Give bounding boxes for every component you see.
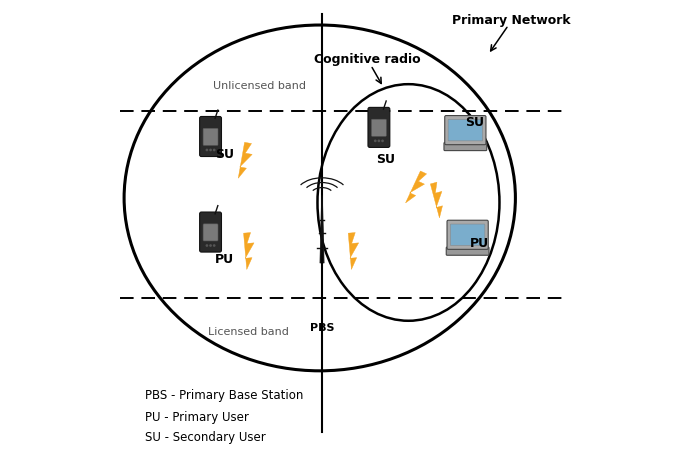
Circle shape bbox=[206, 244, 208, 247]
FancyBboxPatch shape bbox=[445, 116, 486, 145]
FancyBboxPatch shape bbox=[448, 119, 483, 141]
Polygon shape bbox=[348, 233, 359, 269]
Text: PBS - Primary Base Station: PBS - Primary Base Station bbox=[145, 389, 303, 402]
FancyBboxPatch shape bbox=[368, 107, 390, 147]
Text: PBS: PBS bbox=[310, 323, 334, 333]
FancyBboxPatch shape bbox=[199, 212, 221, 252]
Circle shape bbox=[206, 149, 208, 152]
FancyBboxPatch shape bbox=[203, 224, 218, 241]
Text: SU: SU bbox=[465, 116, 484, 129]
Polygon shape bbox=[244, 233, 254, 269]
Polygon shape bbox=[320, 195, 324, 263]
Circle shape bbox=[374, 140, 377, 142]
Text: SU - Secondary User: SU - Secondary User bbox=[145, 431, 265, 444]
Polygon shape bbox=[406, 171, 427, 203]
FancyBboxPatch shape bbox=[203, 128, 218, 146]
FancyBboxPatch shape bbox=[446, 247, 489, 255]
Circle shape bbox=[209, 244, 212, 247]
Text: PU - Primary User: PU - Primary User bbox=[145, 411, 249, 424]
Circle shape bbox=[377, 140, 380, 142]
Circle shape bbox=[213, 244, 216, 247]
FancyBboxPatch shape bbox=[371, 119, 386, 136]
Circle shape bbox=[213, 149, 216, 152]
Text: PU: PU bbox=[469, 237, 488, 250]
Text: SU: SU bbox=[214, 148, 234, 161]
Text: Cognitive radio: Cognitive radio bbox=[314, 53, 421, 66]
Text: Unlicensed band: Unlicensed band bbox=[213, 81, 306, 91]
Circle shape bbox=[209, 149, 212, 152]
FancyBboxPatch shape bbox=[450, 224, 485, 246]
Text: Primary Network: Primary Network bbox=[451, 14, 570, 27]
Text: SU: SU bbox=[376, 153, 395, 166]
Polygon shape bbox=[238, 142, 252, 178]
FancyBboxPatch shape bbox=[199, 116, 221, 157]
Polygon shape bbox=[430, 182, 443, 218]
Text: Licensed band: Licensed band bbox=[208, 327, 289, 337]
FancyBboxPatch shape bbox=[444, 142, 487, 151]
FancyBboxPatch shape bbox=[447, 220, 488, 249]
Text: PU: PU bbox=[214, 253, 234, 266]
Circle shape bbox=[381, 140, 384, 142]
